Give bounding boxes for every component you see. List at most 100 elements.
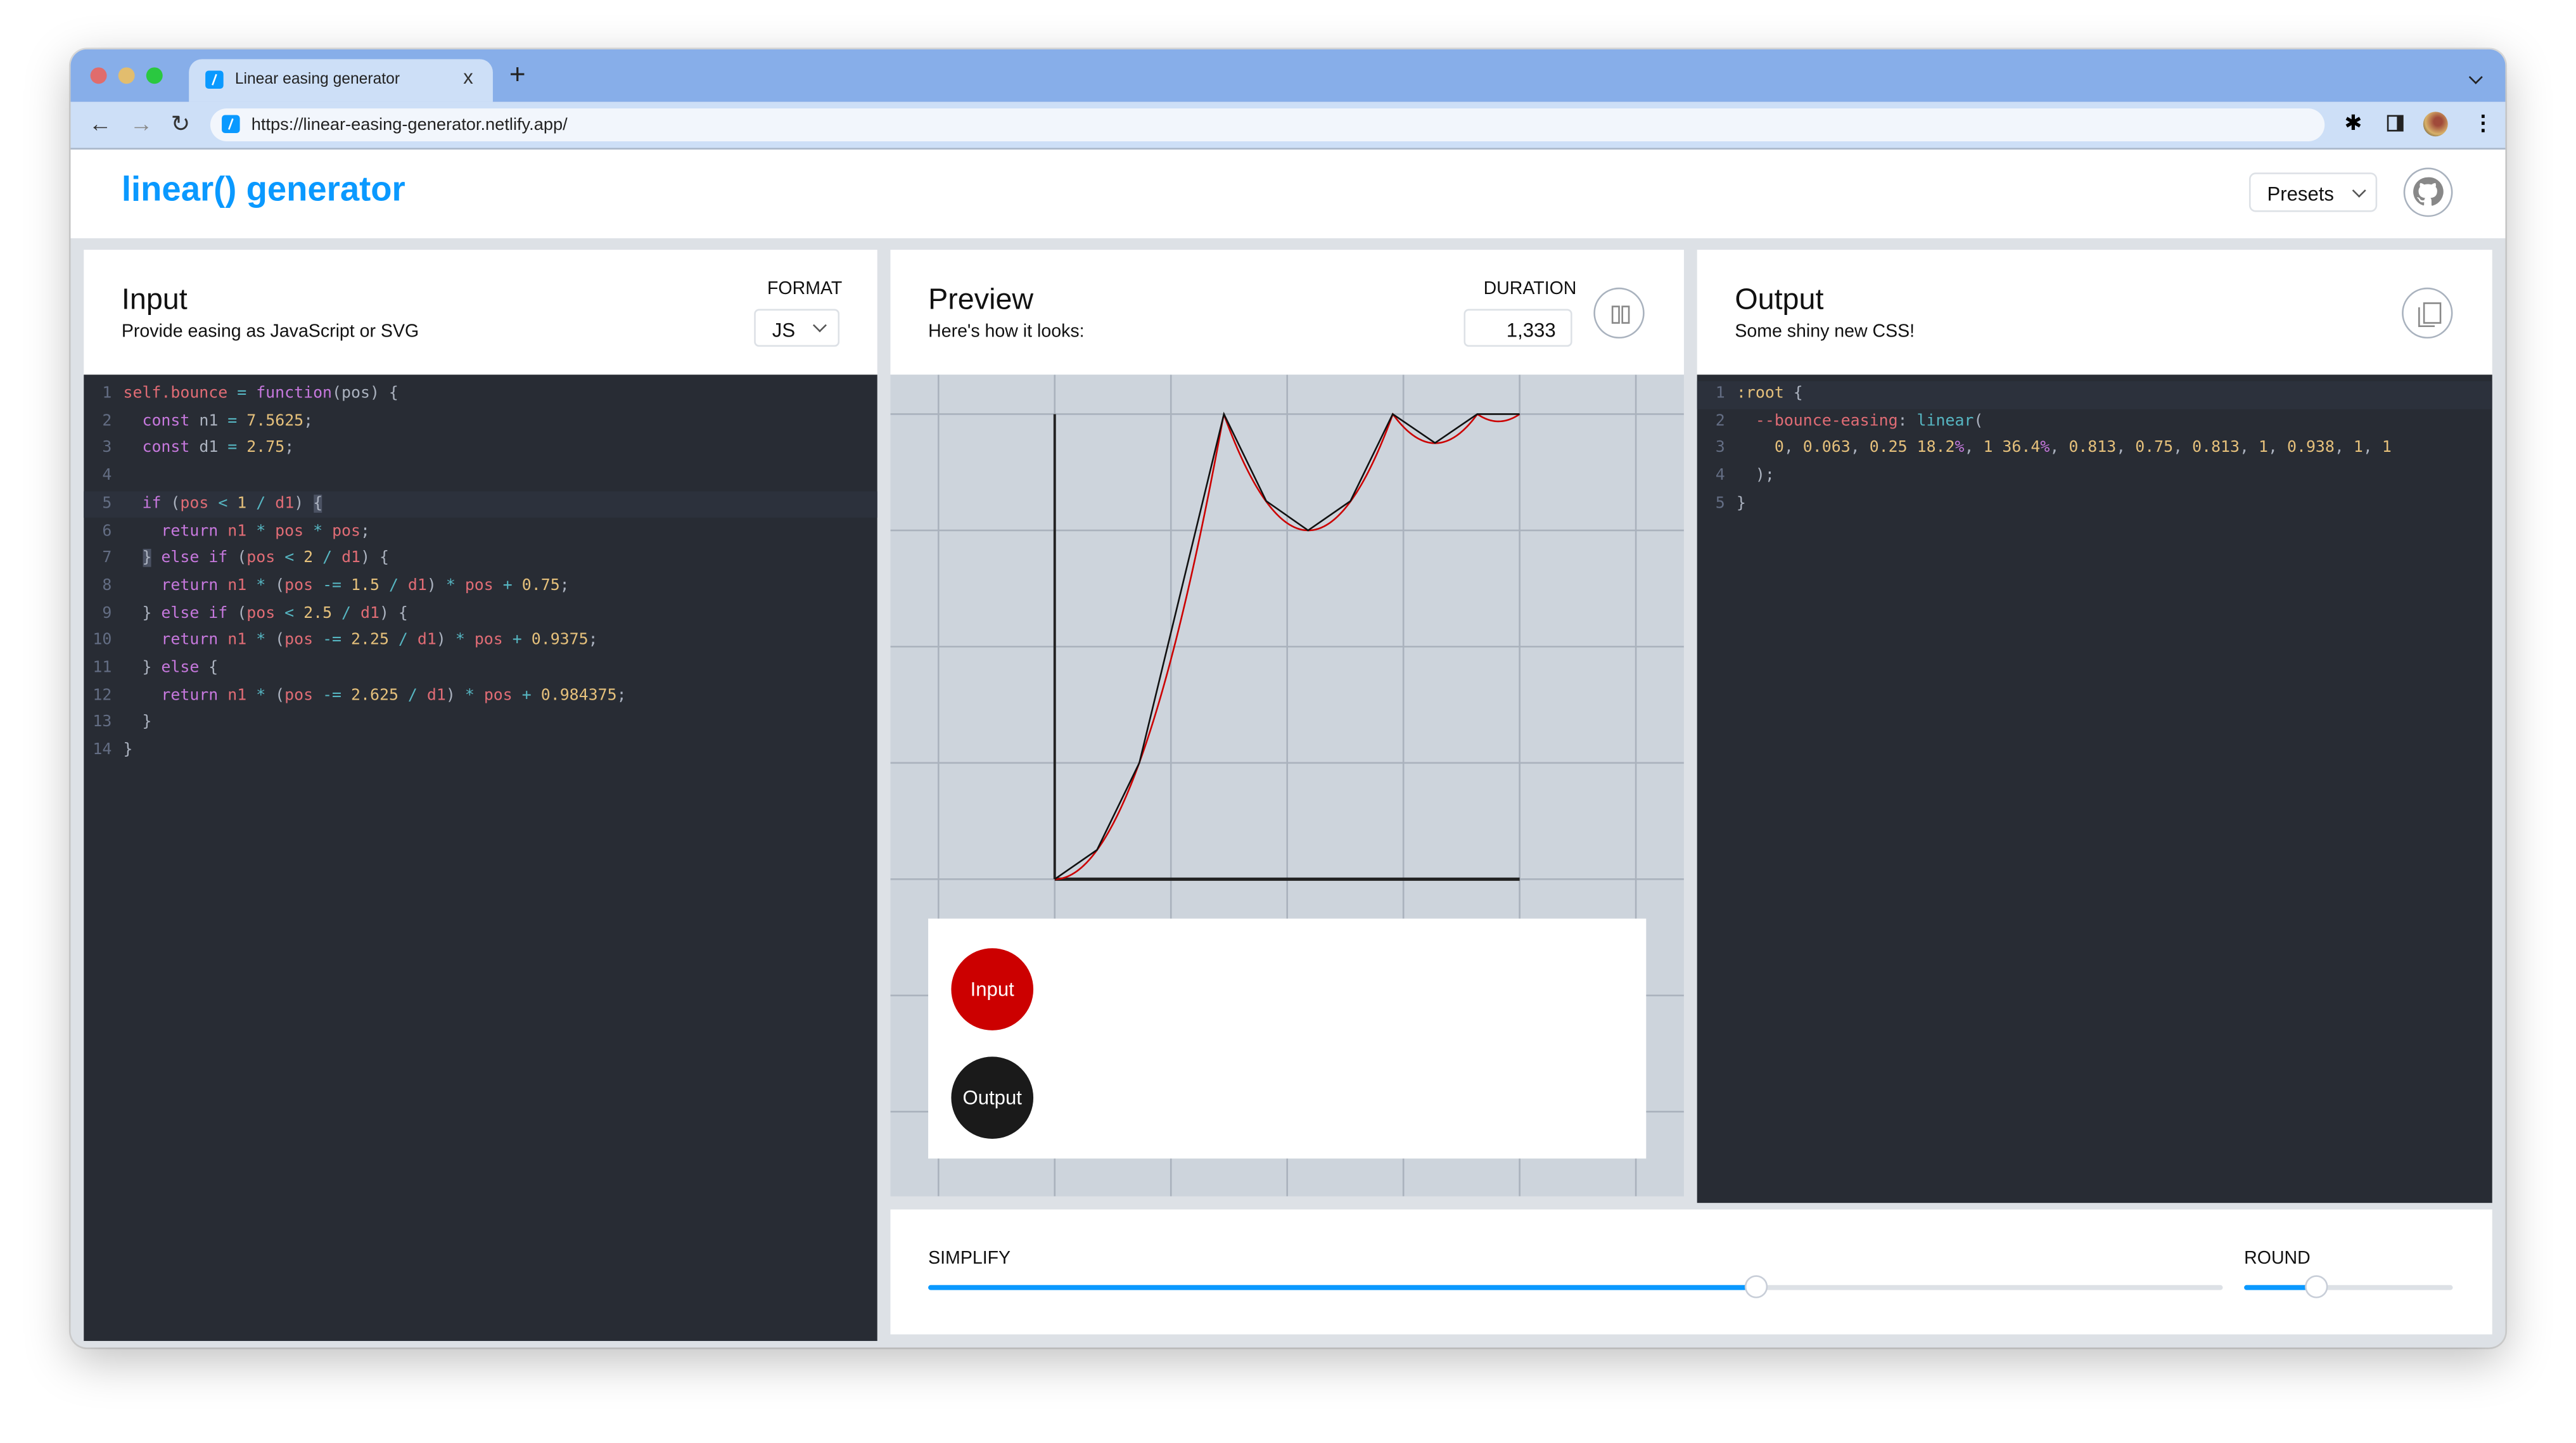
forward-icon[interactable]: → [129, 110, 153, 137]
code-line[interactable]: 2 const n1 = 7.5625; [84, 409, 877, 436]
close-window-button[interactable] [90, 67, 107, 84]
reload-icon[interactable]: ↻ [170, 110, 191, 137]
pause-icon-bar [1621, 305, 1630, 324]
code-content: } [123, 738, 132, 766]
url-text[interactable]: https://linear-easing-generator.netlify.… [251, 115, 568, 135]
code-token: const [142, 412, 190, 430]
code-token: } [123, 714, 152, 732]
presets-dropdown[interactable]: Presets [2248, 172, 2378, 212]
extensions-icon[interactable]: ✱ [2344, 110, 2362, 135]
simplify-label: SIMPLIFY [928, 1248, 1011, 1269]
round-fill [2244, 1285, 2318, 1290]
code-line[interactable]: 1 self.bounce = function(pos) { [84, 382, 877, 409]
simplify-slider[interactable] [928, 1275, 2223, 1299]
code-line[interactable]: 5 if (pos < 1 / d1) { [84, 491, 877, 519]
code-token: 7.5625 [246, 412, 304, 430]
code-token [123, 412, 142, 430]
input-panel-header: Input Provide easing as JavaScript or SV… [84, 250, 877, 375]
code-token: ( [227, 604, 247, 622]
code-token: n1 [218, 576, 257, 595]
profile-avatar[interactable] [2423, 112, 2448, 137]
code-token: 0 [1774, 439, 1784, 458]
code-token: 1.5 [351, 576, 379, 595]
preview-panel-header: Preview Here's how it looks: DURATION 1,… [890, 250, 1684, 375]
code-line[interactable]: 9 } else if (pos < 2.5 / d1) { [84, 601, 877, 628]
code-content: self.bounce = function(pos) { [123, 382, 398, 409]
code-line[interactable]: 3 0, 0.063, 0.25 18.2%, 1 36.4%, 0.813, … [1697, 436, 2492, 463]
code-token: , [2173, 439, 2193, 458]
output-code-editor[interactable]: 1 :root {2 --bounce-easing: linear(3 0, 0… [1697, 375, 2492, 1203]
code-line[interactable]: 1 :root { [1697, 381, 2492, 409]
code-line[interactable]: 4 [84, 463, 877, 491]
code-token: n1 [218, 631, 257, 650]
line-number: 3 [102, 439, 112, 458]
preview-title: Preview [928, 283, 1034, 316]
duration-input[interactable]: 1,333 [1463, 309, 1572, 347]
code-line[interactable]: 5} [1697, 491, 2492, 518]
line-number: 8 [102, 576, 112, 595]
code-token: d1 [426, 686, 446, 705]
round-label: ROUND [2244, 1248, 2311, 1269]
code-line[interactable]: 4 ); [1697, 463, 2492, 491]
code-token: ( [161, 494, 181, 513]
code-token: 0.984375 [540, 686, 617, 705]
code-line[interactable]: 10 return n1 * (pos -= 2.25 / d1) * pos … [84, 628, 877, 655]
chevron-down-icon [812, 318, 827, 333]
github-button[interactable] [2403, 167, 2453, 217]
code-line[interactable]: 3 const d1 = 2.75; [84, 436, 877, 463]
code-token: 0.25 18.2 [1869, 439, 1955, 458]
simplify-thumb[interactable] [1745, 1275, 1768, 1299]
code-token: ( [265, 686, 285, 705]
code-token: < [275, 604, 304, 622]
code-token: 1 [237, 494, 247, 513]
code-token: , [2268, 439, 2288, 458]
code-line[interactable]: 2 --bounce-easing: linear( [1697, 409, 2492, 436]
tab-list-chevron-icon[interactable] [2468, 70, 2483, 84]
code-token: } [1736, 494, 1746, 513]
code-token: } [123, 658, 162, 677]
address-bar[interactable]: https://linear-easing-generator.netlify.… [210, 108, 2325, 142]
code-token: n1 [218, 522, 257, 540]
code-token: { [1783, 384, 1803, 403]
code-token: d1 [189, 439, 228, 458]
browser-menu-icon[interactable]: ⋮ [2472, 110, 2494, 135]
code-line[interactable]: 11 } else { [84, 656, 877, 683]
code-line[interactable]: 12 return n1 * (pos -= 2.625 / d1) * pos… [84, 683, 877, 710]
code-token: 0.813 [2192, 439, 2240, 458]
round-thumb[interactable] [2305, 1275, 2329, 1299]
code-token: linear [1916, 412, 1974, 430]
line-number: 2 [102, 412, 112, 430]
new-tab-button[interactable]: + [509, 59, 526, 91]
code-line[interactable]: 14} [84, 738, 877, 766]
tab-title: Linear easing generator [234, 70, 400, 89]
code-token: if [142, 494, 162, 513]
code-line[interactable]: 13 } [84, 710, 877, 738]
line-number: 11 [92, 658, 112, 677]
browser-tab[interactable]: Linear easing generator x [189, 59, 493, 102]
line-number: 1 [1715, 384, 1725, 403]
code-token: 2.75 [246, 439, 285, 458]
tab-close-icon[interactable]: x [463, 65, 473, 89]
format-select[interactable]: JS [754, 309, 840, 347]
code-token: n1 [218, 686, 257, 705]
code-token: / [388, 631, 418, 650]
maximize-window-button[interactable] [146, 67, 163, 84]
code-token: } [123, 741, 133, 760]
code-line[interactable]: 6 return n1 * pos * pos; [84, 518, 877, 546]
code-token: pos [180, 494, 209, 513]
code-token: 1 36.4 [1983, 439, 2041, 458]
code-token [123, 439, 142, 458]
side-panel-icon[interactable] [2387, 115, 2404, 132]
code-token [522, 632, 532, 650]
code-content: :root { [1737, 382, 1803, 409]
pause-button[interactable] [1593, 287, 1645, 339]
code-line[interactable]: 7 } else if (pos < 2 / d1) { [84, 546, 877, 573]
minimize-window-button[interactable] [118, 67, 135, 84]
back-icon[interactable]: ← [89, 110, 112, 137]
input-code-editor[interactable]: 1 self.bounce = function(pos) {2 const n1… [84, 375, 877, 1341]
app-title[interactable]: linear() generator [121, 170, 405, 209]
copy-button[interactable] [2402, 287, 2453, 339]
code-token: { [199, 658, 219, 677]
round-slider[interactable] [2244, 1275, 2453, 1299]
code-line[interactable]: 8 return n1 * (pos -= 1.5 / d1) * pos + … [84, 574, 877, 601]
